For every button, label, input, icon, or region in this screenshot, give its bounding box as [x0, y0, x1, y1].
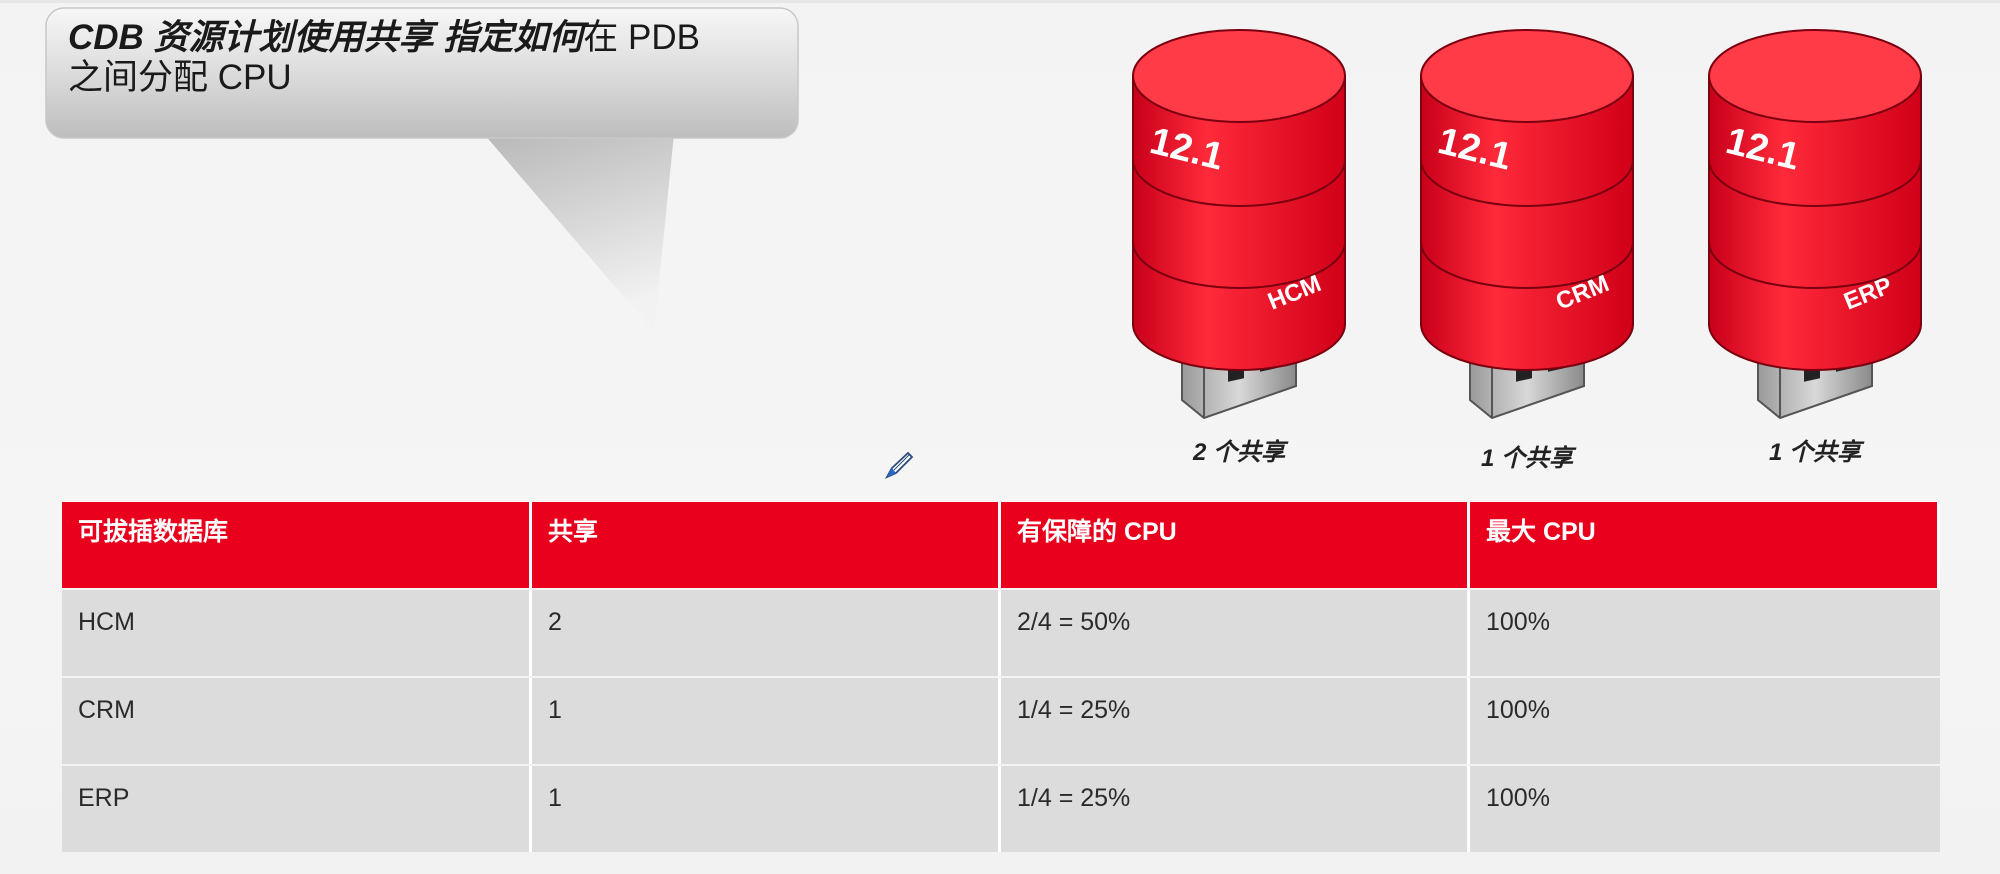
header-shares: 共享 [532, 502, 1001, 588]
cpu-allocation-table: 可拔插数据库 共享 有保障的 CPU 最大 CPU HCM 2 2/4 = 50… [62, 502, 1940, 854]
callout-text: CDB 资源计划使用共享 指定如何在 PDB 之间分配 CPU [68, 18, 768, 98]
cell-guaranteed-cpu: 2/4 = 50% [1001, 590, 1470, 676]
db-shares-caption: 1 个共享 [1768, 439, 1861, 466]
cell-pdb: CRM [62, 678, 532, 764]
header-guaranteed-cpu: 有保障的 CPU [1001, 502, 1470, 588]
database-crm: 12.1 CRM 1 个共享 [1412, 14, 1642, 472]
table-row: HCM 2 2/4 = 50% 100% [62, 590, 1940, 676]
database-hcm: 12.1 HCM 2 个共享 [1124, 14, 1354, 466]
callout-bubble: CDB 资源计划使用共享 指定如何在 PDB 之间分配 CPU [44, 6, 800, 336]
cell-shares: 2 [532, 590, 1001, 676]
cell-max-cpu: 100% [1486, 696, 1550, 724]
cell-pdb: HCM [62, 590, 532, 676]
cell-max-cpu: 100% [1486, 608, 1550, 636]
pen-cursor-icon [882, 448, 916, 482]
header-max-cpu: 最大 CPU [1470, 502, 1940, 588]
cell-guaranteed-cpu: 1/4 = 25% [1001, 766, 1470, 852]
db-shares-caption: 2 个共享 [1192, 439, 1285, 466]
database-erp: 12.1 ERP 1 个共享 [1700, 14, 1930, 466]
table-row: ERP 1 1/4 = 25% 100% [62, 766, 1940, 852]
cell-guaranteed-cpu: 1/4 = 25% [1001, 678, 1470, 764]
cell-max-cpu: 100% [1486, 784, 1550, 812]
callout-bold-text: CDB 资源计划使用共享 指定如何 [68, 18, 584, 57]
callout-text-line2: 之间分配 CPU [68, 58, 292, 97]
table-row: CRM 1 1/4 = 25% 100% [62, 678, 1940, 764]
cell-shares: 1 [532, 766, 1001, 852]
header-pdb: 可拔插数据库 [62, 502, 532, 588]
top-divider [0, 0, 2000, 3]
cell-pdb: ERP [62, 766, 532, 852]
cell-shares: 1 [532, 678, 1001, 764]
callout-text-line1-rest: 在 PDB [583, 18, 700, 57]
db-shares-caption: 1 个共享 [1480, 445, 1573, 472]
table-header-row: 可拔插数据库 共享 有保障的 CPU 最大 CPU [62, 502, 1940, 588]
callout-shape [45, 7, 799, 332]
